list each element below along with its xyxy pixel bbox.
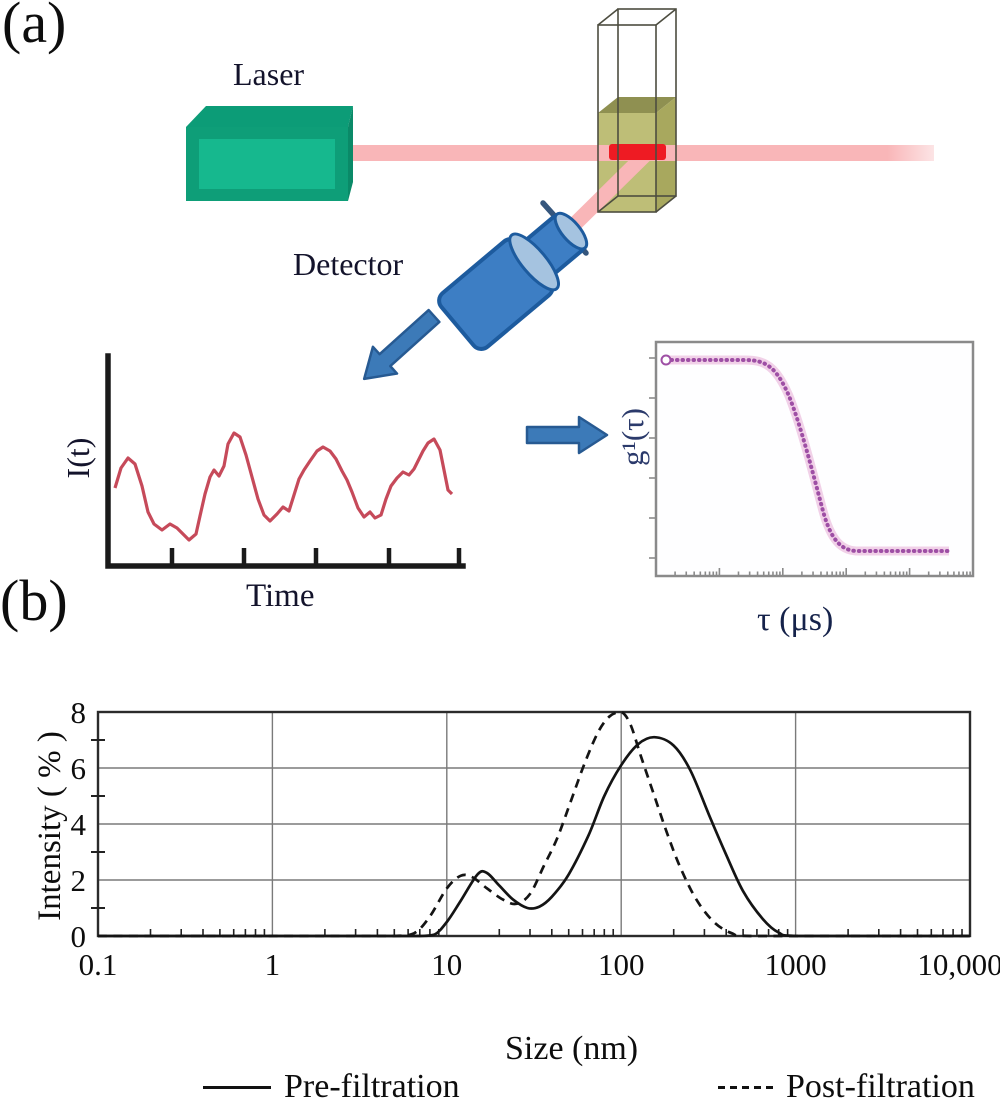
dls-schematic [105, 8, 975, 578]
chart-x-axis-title: Size (nm) [505, 1030, 639, 1067]
panel-b-label: (b) [0, 568, 68, 633]
x-tick-label: 1 [265, 947, 281, 982]
y-tick-label: 4 [71, 807, 87, 842]
correlation-plot [649, 340, 975, 578]
laser-label: Laser [233, 56, 305, 92]
y-tick-label: 2 [71, 863, 87, 898]
x-tick-label: 100 [598, 947, 645, 982]
y-tick-label: 0 [71, 919, 87, 954]
scattering-volume [609, 144, 666, 160]
solid-line-swatch [203, 1085, 271, 1089]
dashed-line-swatch [718, 1085, 773, 1089]
laser-source [186, 106, 353, 201]
chart-y-axis-title: Intensity ( % ) [32, 731, 68, 921]
legend-label-post-filtration: Post-filtration [786, 1068, 975, 1105]
intensity-trace-plot [105, 353, 466, 569]
series-post-filtration [98, 710, 970, 938]
y-tick-label: 8 [71, 695, 87, 730]
arrow-signal-to-correlation [525, 415, 609, 455]
x-tick-label: 1000 [765, 947, 827, 982]
plot-border [96, 710, 972, 938]
intensity-fluctuation-curve [113, 431, 454, 542]
intensity-trace-xlabel: Time [246, 578, 315, 614]
correlation-ylabel: g¹(τ) [615, 408, 650, 466]
x-tick-label: 10,000 [917, 947, 1000, 982]
legend-label-pre-filtration: Pre-filtration [284, 1068, 460, 1105]
series-pre-filtration [98, 735, 970, 938]
correlation-curve [664, 358, 951, 553]
arrow-detector-to-signal [362, 308, 441, 381]
legend-item-pre-filtration: Pre-filtration [203, 1068, 460, 1106]
detector-label: Detector [293, 246, 404, 282]
detector [437, 211, 589, 351]
panel-a-label: (a) [2, 0, 67, 55]
correlation-curve-start-marker [660, 354, 672, 366]
legend-item-post-filtration: Post-filtration [718, 1068, 975, 1106]
x-tick-label: 0.1 [79, 947, 118, 982]
intensity-trace-ylabel: I(t) [60, 437, 96, 479]
cuvette-outline [597, 8, 677, 213]
y-tick-label: 6 [71, 751, 87, 786]
x-tick-label: 10 [431, 947, 462, 982]
size-distribution-chart: 0.1 1 10 100 1000 10,000 0 2 4 6 8 [71, 695, 1000, 982]
correlation-xlabel: τ (μs) [757, 601, 834, 638]
